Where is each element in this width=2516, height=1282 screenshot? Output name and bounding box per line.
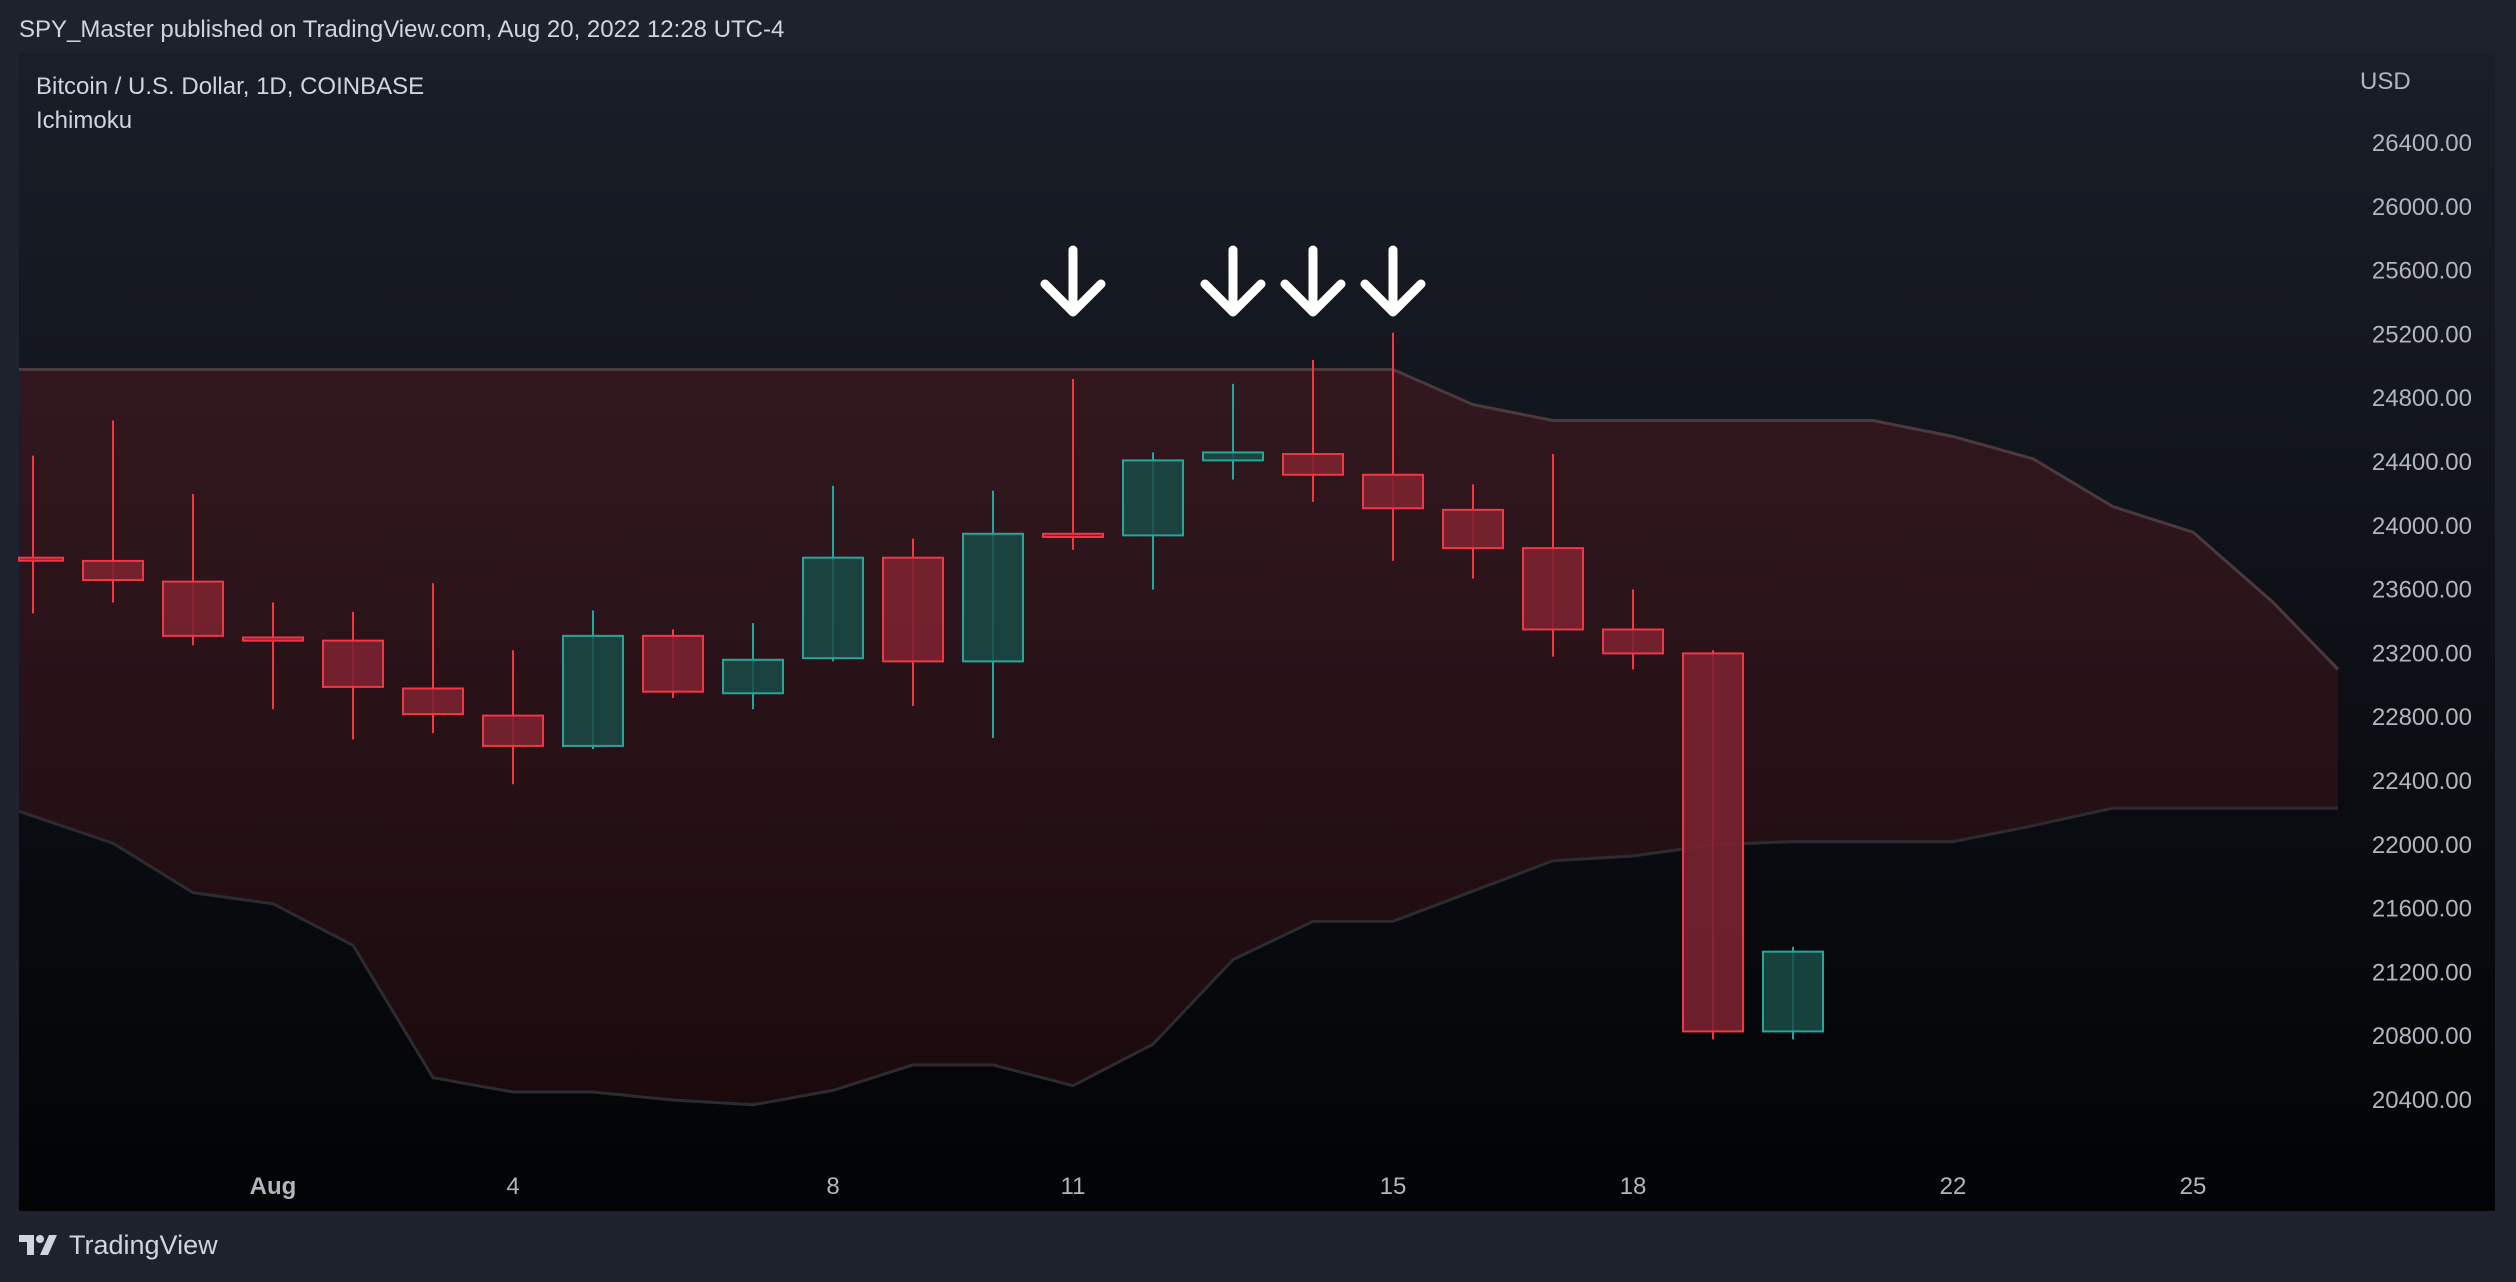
tradingview-brand: TradingView (69, 1229, 218, 1260)
currency-label: USD (2360, 68, 2411, 95)
candle-body (1522, 547, 1584, 631)
date-tick-label: 15 (1380, 1173, 1407, 1200)
price-tick-label: 24400.00 (2372, 449, 2472, 476)
candle-body (1442, 508, 1504, 550)
price-tick-label: 23600.00 (2372, 577, 2472, 604)
candle-body (162, 580, 224, 637)
date-tick-label: 18 (1620, 1173, 1647, 1200)
tradingview-logo-icon (19, 1235, 57, 1255)
date-tick-label: 8 (826, 1173, 839, 1200)
candle[interactable] (562, 610, 624, 750)
candle[interactable] (18, 455, 64, 614)
candle[interactable] (1602, 589, 1664, 670)
candle[interactable] (722, 623, 784, 710)
ichimoku-cloud (18, 367, 2340, 1107)
down-arrow-icon (1280, 245, 1346, 317)
price-tick-label: 25600.00 (2372, 258, 2472, 285)
candle[interactable] (1282, 359, 1344, 502)
candle-body (1282, 453, 1344, 476)
candle[interactable] (962, 490, 1024, 738)
date-tick-label: 22 (1940, 1173, 1967, 1200)
price-axis[interactable]: 26400.00 26000.00 25600.00 25200.00 24800.00… (2372, 130, 2472, 1114)
candle-body (1202, 451, 1264, 462)
price-tick-label: 21600.00 (2372, 896, 2472, 923)
price-tick-label: 25200.00 (2372, 321, 2472, 348)
candle[interactable] (402, 583, 464, 734)
price-tick-label: 23200.00 (2372, 640, 2472, 667)
candle-body (642, 634, 704, 693)
cloud-fill (19, 369, 2338, 1105)
time-axis[interactable]: Aug 4 8 11 15 18 22 25 (250, 1173, 2207, 1200)
price-tick-label: 20800.00 (2372, 1023, 2472, 1050)
price-tick-label: 26400.00 (2372, 130, 2472, 157)
candle-body (322, 639, 384, 688)
candle[interactable] (242, 602, 304, 710)
candle[interactable] (322, 611, 384, 740)
candle[interactable] (162, 493, 224, 646)
annotation-arrows (1040, 245, 1426, 317)
date-tick-label: 11 (1061, 1173, 1086, 1200)
price-tick-label: 24800.00 (2372, 385, 2472, 412)
down-arrow-icon (1200, 245, 1266, 317)
date-tick-label: Aug (250, 1173, 297, 1200)
candle-body (242, 636, 304, 642)
candles (18, 332, 1824, 1040)
candle-body (722, 658, 784, 695)
candle[interactable] (1762, 946, 1824, 1040)
date-tick-label: 25 (2180, 1173, 2207, 1200)
down-arrow-icon (1360, 245, 1426, 317)
candle[interactable] (82, 420, 144, 603)
candle-body (1602, 628, 1664, 655)
price-tick-label: 22800.00 (2372, 704, 2472, 731)
candle[interactable] (1442, 484, 1504, 579)
candle-body (1042, 532, 1104, 538)
down-arrow-icon (1040, 245, 1106, 317)
candle[interactable] (1202, 383, 1264, 480)
price-tick-label: 24000.00 (2372, 513, 2472, 540)
candle-body (1362, 473, 1424, 510)
candle-body (82, 559, 144, 582)
cloud-lower-line (18, 806, 2338, 1107)
cloud-upper-line (19, 367, 2340, 671)
candle[interactable] (1682, 650, 1744, 1040)
candle-body (402, 687, 464, 716)
candle[interactable] (882, 538, 944, 707)
candle[interactable] (1362, 332, 1424, 561)
candle-body (1122, 459, 1184, 537)
candle[interactable] (482, 650, 544, 785)
candle-body (562, 634, 624, 747)
price-tick-label: 22400.00 (2372, 768, 2472, 795)
candle[interactable] (1042, 379, 1104, 550)
candle-body (1682, 652, 1744, 1033)
candle-body (18, 556, 64, 562)
tradingview-logo[interactable]: TradingView (19, 1228, 218, 1262)
candle[interactable] (1122, 452, 1184, 590)
candle-body (482, 714, 544, 747)
price-tick-label: 26000.00 (2372, 194, 2472, 221)
candle-body (962, 532, 1024, 663)
price-tick-label: 20400.00 (2372, 1087, 2472, 1114)
candle[interactable] (1522, 454, 1584, 657)
candle[interactable] (642, 629, 704, 699)
price-tick-label: 21200.00 (2372, 959, 2472, 986)
candle[interactable] (802, 485, 864, 662)
publisher-caption: SPY_Master published on TradingView.com,… (19, 16, 785, 43)
candle-body (802, 556, 864, 660)
price-tick-label: 22000.00 (2372, 832, 2472, 859)
date-tick-label: 4 (506, 1173, 519, 1200)
symbol-title[interactable]: Bitcoin / U.S. Dollar, 1D, COINBASE (36, 73, 424, 100)
candle-body (882, 556, 944, 663)
candle-body (1762, 950, 1824, 1033)
indicator-label[interactable]: Ichimoku (36, 107, 132, 134)
